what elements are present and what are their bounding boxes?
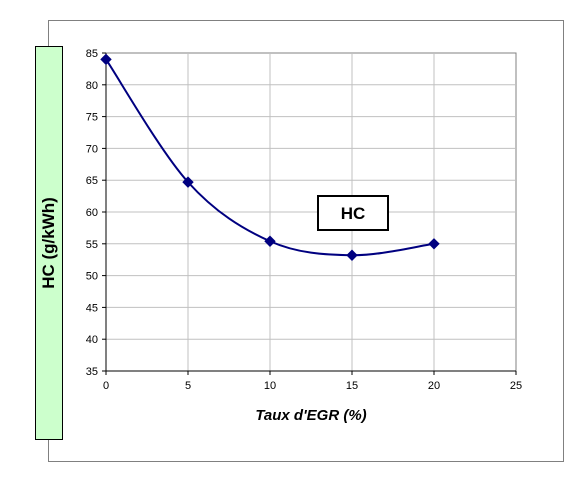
x-tick-label: 0 — [103, 380, 109, 392]
data-point-marker — [264, 235, 276, 247]
y-tick-label: 40 — [86, 334, 98, 346]
x-tick-label: 5 — [185, 380, 191, 392]
data-point-marker — [346, 249, 358, 261]
annotation-frame — [317, 195, 389, 231]
x-tick-label: 10 — [264, 380, 276, 392]
x-tick-label: 20 — [428, 380, 440, 392]
axes: 35 40 45 50 55 60 65 70 75 80 85 0 5 10 15 20 25 — [86, 48, 522, 392]
y-tick-label: 80 — [86, 80, 98, 92]
y-tick-label: 55 — [86, 239, 98, 251]
y-tick-label: 65 — [86, 175, 98, 187]
y-tick-label: 45 — [86, 302, 98, 314]
y-tick-label: 35 — [86, 366, 98, 378]
x-tick-label: 15 — [346, 380, 358, 392]
y-tick-label: 50 — [86, 271, 98, 283]
annotation-box: HC — [317, 195, 389, 231]
annotation-text: HC — [341, 204, 366, 223]
data-point-marker — [100, 53, 112, 66]
series-line — [105, 58, 435, 257]
y-axis-label-box: HC (g/kWh) — [35, 46, 63, 440]
data-point-marker — [182, 176, 194, 188]
data-point-marker — [428, 238, 440, 250]
y-tick-label: 75 — [86, 112, 98, 124]
y-tick-label: 70 — [86, 143, 98, 155]
y-tick-label: 85 — [86, 48, 98, 60]
series-group — [100, 53, 440, 261]
x-tick-label: 25 — [510, 380, 522, 392]
y-tick-label: 60 — [86, 207, 98, 219]
x-axis-label: Taux d'EGR (%) — [255, 407, 366, 424]
